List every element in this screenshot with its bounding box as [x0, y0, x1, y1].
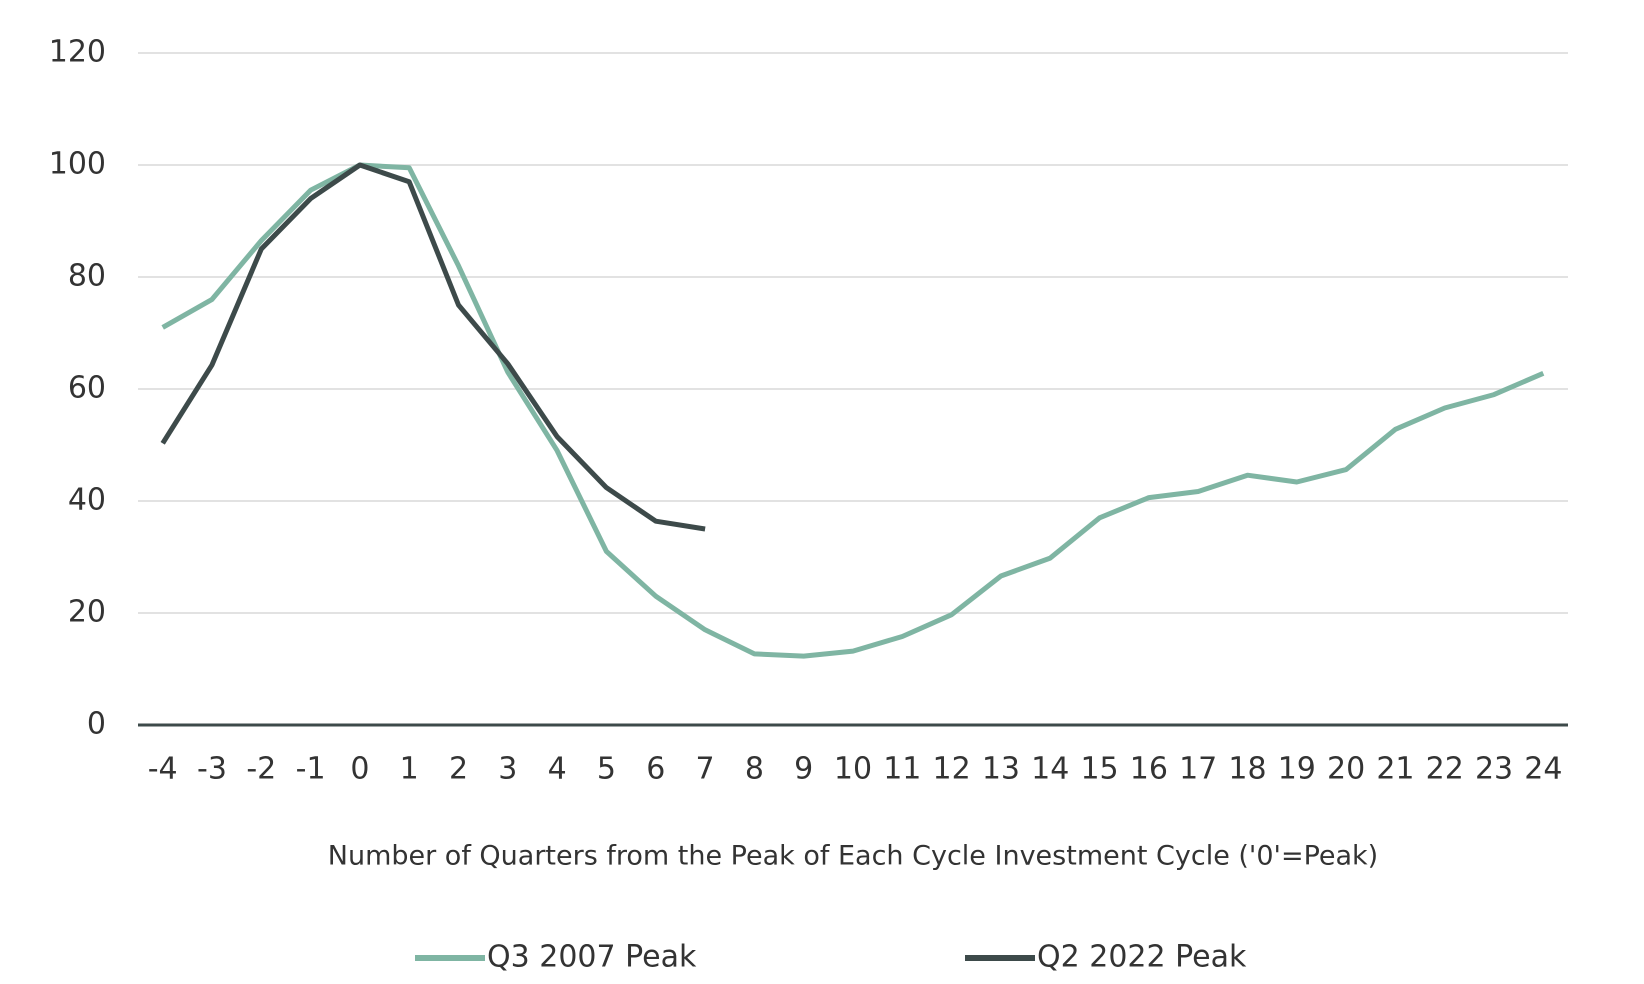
x-tick-label: 1 — [400, 752, 419, 787]
x-tick-label: 2 — [449, 752, 468, 787]
legend-label: Q3 2007 Peak — [487, 940, 697, 975]
series-line — [161, 162, 1545, 659]
x-tick-label: 0 — [350, 752, 369, 787]
x-tick-label: 9 — [794, 752, 813, 787]
legend-label: Q2 2022 Peak — [1037, 940, 1247, 975]
y-tick-label: 60 — [68, 371, 106, 406]
x-tick-label: 23 — [1475, 752, 1513, 787]
x-tick-label: 8 — [745, 752, 764, 787]
x-tick-label: 14 — [1031, 752, 1069, 787]
x-tick-label: 16 — [1130, 752, 1168, 787]
y-tick-label: 120 — [49, 35, 106, 70]
x-tick-label: 18 — [1228, 752, 1266, 787]
x-tick-label: 10 — [834, 752, 872, 787]
x-tick-label: 13 — [982, 752, 1020, 787]
x-tick-label: 3 — [498, 752, 517, 787]
x-tick-label: 20 — [1327, 752, 1365, 787]
x-tick-label: 22 — [1426, 752, 1464, 787]
x-tick-label: -4 — [148, 752, 178, 787]
series-line — [160, 162, 706, 532]
x-tick-label: -2 — [246, 752, 276, 787]
x-tick-label: 21 — [1376, 752, 1414, 787]
x-tick-label: -1 — [296, 752, 326, 787]
x-axis-label: Number of Quarters from the Peak of Each… — [328, 841, 1378, 872]
x-tick-label: 4 — [548, 752, 567, 787]
y-tick-label: 0 — [87, 707, 106, 742]
y-tick-label: 80 — [68, 259, 106, 294]
x-tick-label: 19 — [1278, 752, 1316, 787]
x-tick-label: -3 — [197, 752, 227, 787]
x-tick-label: 11 — [883, 752, 921, 787]
x-tick-label: 5 — [597, 752, 616, 787]
x-tick-label: 6 — [646, 752, 665, 787]
x-tick-label: 7 — [696, 752, 715, 787]
y-tick-label: 100 — [49, 147, 106, 182]
y-tick-label: 20 — [68, 595, 106, 630]
x-tick-label: 17 — [1179, 752, 1217, 787]
x-tick-label: 12 — [933, 752, 971, 787]
x-tick-label: 24 — [1524, 752, 1562, 787]
y-tick-label: 40 — [68, 483, 106, 518]
x-tick-label: 15 — [1080, 752, 1118, 787]
